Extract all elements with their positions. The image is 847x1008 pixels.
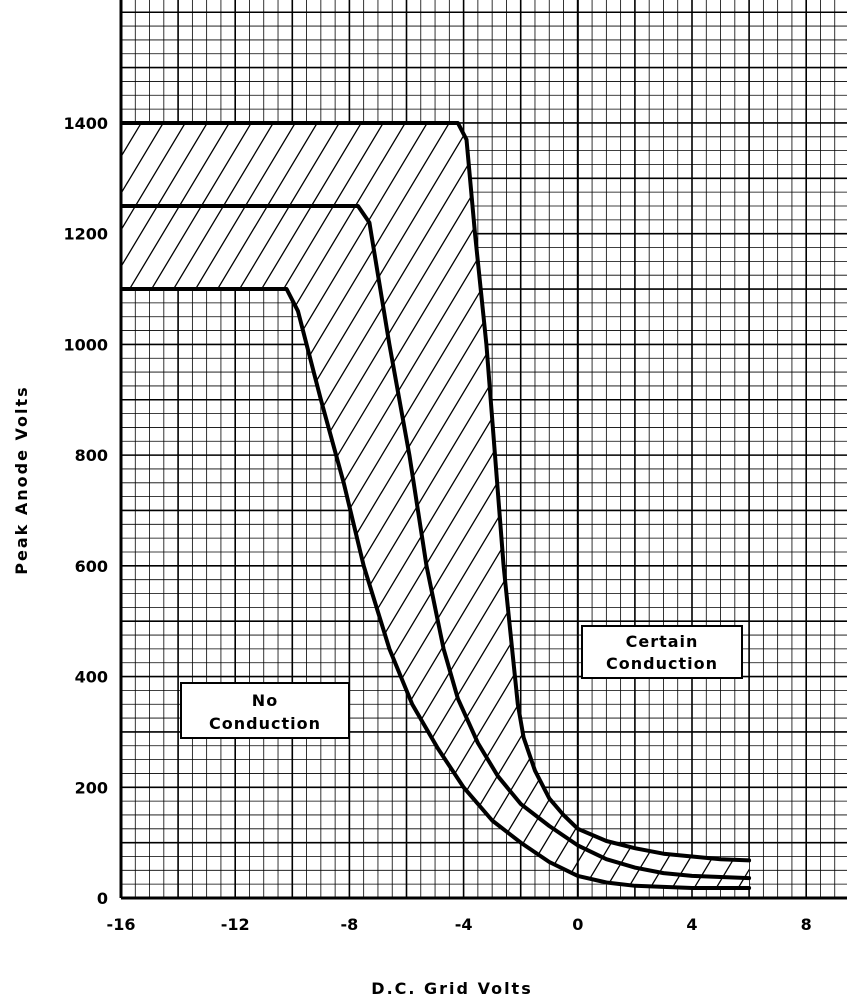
x-tick-label: 0	[572, 915, 583, 934]
no-conduction-line-2: Conduction	[209, 714, 321, 733]
x-axis-title: D.C. Grid Volts	[371, 979, 532, 998]
hatched-region-fill	[121, 123, 750, 888]
y-tick-label: 200	[75, 778, 108, 797]
no-conduction-label: No Conduction	[180, 682, 350, 739]
certain-conduction-line-2: Conduction	[606, 654, 718, 673]
hatch-line	[121, 123, 238, 888]
hatch-line	[121, 123, 326, 888]
certain-conduction-label: Certain Conduction	[581, 625, 743, 679]
no-conduction-box	[180, 682, 350, 739]
y-tick-label: 1000	[63, 335, 108, 354]
x-tick-label: -4	[455, 915, 473, 934]
y-axis-title: Peak Anode Volts	[12, 385, 31, 574]
y-tick-label: 800	[75, 446, 108, 465]
y-tick-label: 1200	[63, 225, 108, 244]
tick-labels: -16 -12 -8 -4 0 4 8 0 200 400 600 800 1000 1200 1400	[63, 114, 811, 934]
y-tick-label: 400	[75, 668, 108, 687]
x-tick-label: 4	[686, 915, 697, 934]
certain-conduction-line-1: Certain	[626, 632, 699, 651]
x-tick-label: -12	[221, 915, 250, 934]
series-curve-1	[121, 121, 752, 863]
certain-conduction-box	[581, 625, 743, 679]
x-tick-label: -16	[107, 915, 136, 934]
hatch-line	[121, 123, 392, 888]
hatch-line	[121, 123, 348, 888]
x-tick-label: -8	[341, 915, 359, 934]
y-tick-label: 0	[97, 889, 108, 908]
hatch-line	[121, 123, 260, 888]
hatch-line	[472, 123, 750, 888]
y-tick-label: 1400	[63, 114, 108, 133]
hatch-line	[121, 123, 304, 888]
y-tick-label: 600	[75, 557, 108, 576]
hatch-line	[121, 123, 414, 888]
hatch-line	[121, 123, 282, 888]
hatch-line	[450, 123, 750, 888]
x-tick-label: 8	[801, 915, 812, 934]
hatch-line	[121, 123, 370, 888]
series-curve-3	[121, 287, 752, 890]
no-conduction-line-1: No	[252, 691, 278, 710]
curves	[121, 121, 752, 890]
series-curve-2	[121, 204, 752, 881]
axes	[119, 0, 847, 900]
